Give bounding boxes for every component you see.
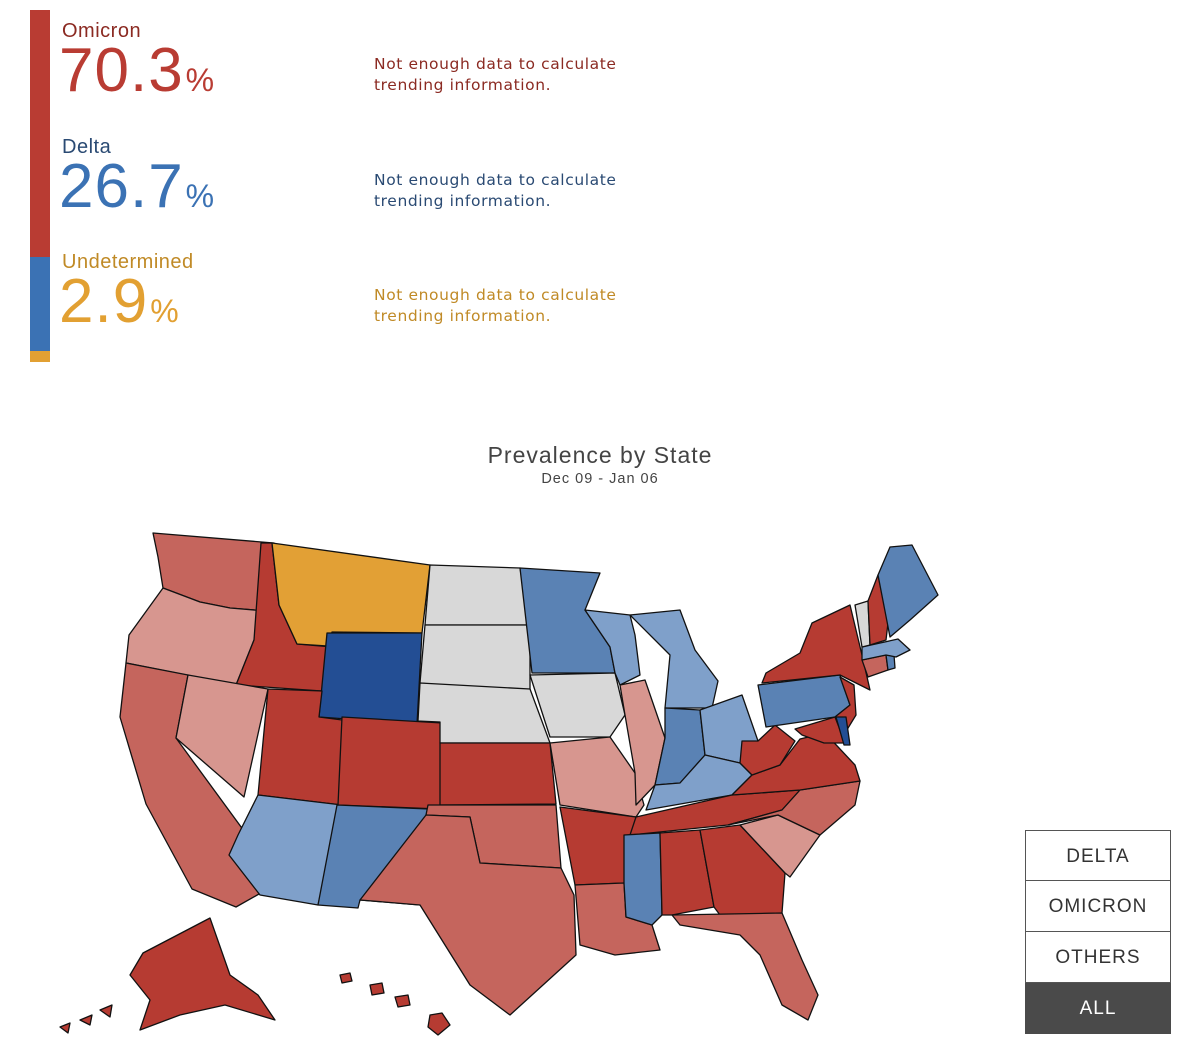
omicron-label: Omicron <box>62 20 142 42</box>
percent-sign: % <box>185 178 216 214</box>
state-florida[interactable] <box>671 912 819 1021</box>
omicron-trend-note: Not enough data to calculate trending in… <box>374 55 617 94</box>
undetermined-summary: Undetermined 2.9% Not enough data to cal… <box>59 241 762 357</box>
undetermined-label: Undetermined <box>62 251 194 273</box>
filter-others-button[interactable]: OTHERS <box>1025 932 1171 983</box>
filter-delta-button[interactable]: DELTA <box>1025 830 1171 881</box>
filter-all-button[interactable]: ALL <box>1025 983 1171 1034</box>
omicron-value: 70.3 <box>59 36 184 105</box>
omicron-summary: Omicron 70.3% Not enough data to calcula… <box>59 10 762 126</box>
state-alabama[interactable] <box>659 829 715 916</box>
state-illinois[interactable] <box>619 679 666 806</box>
state-alaska[interactable] <box>129 917 276 1031</box>
delta-label: Delta <box>62 136 112 158</box>
map-date-range: Dec 09 - Jan 06 <box>541 471 659 487</box>
state-maryland[interactable] <box>794 716 846 744</box>
state-mississippi[interactable] <box>623 832 663 926</box>
alaska-island-c <box>59 1022 71 1034</box>
state-colorado[interactable] <box>337 716 443 810</box>
percent-sign: % <box>150 293 180 329</box>
state-new-york[interactable] <box>761 604 871 691</box>
state-wyoming[interactable] <box>318 632 423 725</box>
hawaii-island-b <box>369 982 385 996</box>
state-west-virginia[interactable] <box>739 724 796 776</box>
state-delaware[interactable] <box>835 716 851 746</box>
percent-sign: % <box>185 62 216 98</box>
omicron-percentage: 70.3% <box>59 40 215 102</box>
state-rhode-island[interactable] <box>885 654 896 671</box>
us-state-prevalence-map <box>59 532 939 1036</box>
delta-summary: Delta 26.7% Not enough data to calculate… <box>59 126 762 242</box>
delta-value: 26.7 <box>59 152 184 221</box>
state-massachusetts[interactable] <box>861 638 911 661</box>
state-iowa[interactable] <box>529 672 626 738</box>
variant-filter-group: DELTA OMICRON OTHERS ALL <box>1025 830 1171 1034</box>
alaska-island-b <box>79 1014 93 1026</box>
state-missouri[interactable] <box>549 736 645 818</box>
hawaii-island-c <box>394 994 411 1008</box>
state-north-dakota[interactable] <box>424 564 531 626</box>
map-title: Prevalence by State <box>487 442 713 468</box>
state-virginia[interactable] <box>731 732 861 796</box>
bar-segment-omicron <box>30 10 50 258</box>
state-michigan[interactable] <box>629 609 719 709</box>
variant-proportion-bar <box>30 10 50 362</box>
state-maine[interactable] <box>877 544 939 638</box>
filter-omicron-button[interactable]: OMICRON <box>1025 881 1171 932</box>
state-texas[interactable] <box>359 814 577 1016</box>
bar-segment-delta <box>30 257 50 352</box>
bar-segment-undetermined <box>30 351 50 362</box>
state-montana[interactable] <box>271 542 431 647</box>
undetermined-percentage: 2.9% <box>59 271 180 333</box>
undetermined-value: 2.9 <box>59 267 149 336</box>
delta-trend-note: Not enough data to calculate trending in… <box>374 171 617 210</box>
state-new-hampshire[interactable] <box>867 574 889 646</box>
state-hawaii[interactable] <box>427 1012 451 1036</box>
alaska-island-a <box>99 1004 113 1018</box>
delta-percentage: 26.7% <box>59 156 215 218</box>
state-wisconsin[interactable] <box>584 609 641 686</box>
undetermined-trend-note: Not enough data to calculate trending in… <box>374 286 617 325</box>
state-nevada[interactable] <box>175 674 269 798</box>
state-kansas[interactable] <box>439 742 557 806</box>
hawaii-island-a <box>339 972 353 984</box>
